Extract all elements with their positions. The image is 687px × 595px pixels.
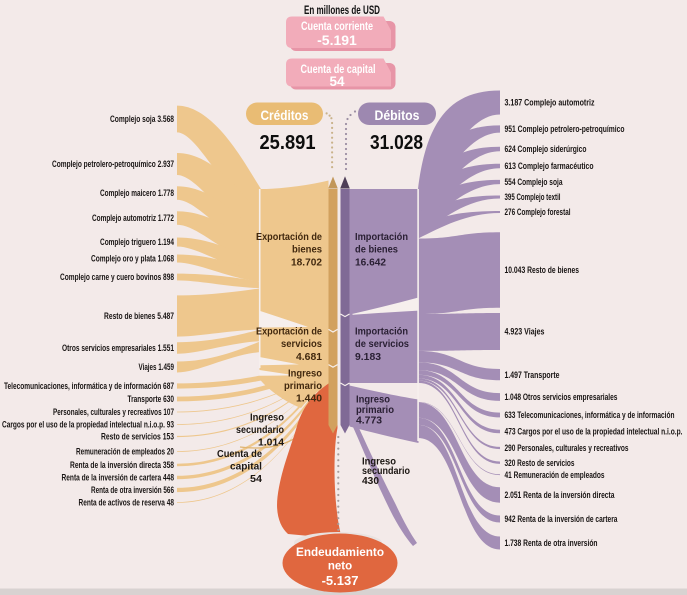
svg-text:Ingreso: Ingreso: [288, 369, 322, 380]
svg-text:25.891: 25.891: [260, 131, 316, 154]
svg-text:1.738 Renta de otra inversión: 1.738 Renta de otra inversión: [505, 538, 598, 548]
svg-text:Resto de servicios 153: Resto de servicios 153: [101, 432, 174, 442]
svg-text:neto: neto: [328, 561, 352, 573]
svg-text:de servicios: de servicios: [355, 339, 409, 350]
svg-text:Exportación de: Exportación de: [256, 327, 322, 338]
svg-text:En millones de USD: En millones de USD: [304, 3, 380, 17]
svg-text:16.642: 16.642: [355, 257, 386, 268]
svg-text:Complejo triguero 1.194: Complejo triguero 1.194: [100, 237, 174, 247]
svg-text:633 Telecomunicaciones, inform: 633 Telecomunicaciones, informática y de…: [505, 410, 675, 420]
svg-text:276 Complejo forestal: 276 Complejo forestal: [505, 207, 571, 217]
svg-text:554 Complejo soja: 554 Complejo soja: [505, 177, 564, 187]
svg-text:capital: capital: [230, 461, 262, 472]
svg-text:320 Resto de servicios: 320 Resto de servicios: [505, 458, 575, 468]
svg-text:1.497 Transporte: 1.497 Transporte: [505, 370, 560, 380]
svg-text:624 Complejo siderúrgico: 624 Complejo siderúrgico: [505, 144, 587, 154]
svg-text:Endeudamiento: Endeudamiento: [296, 547, 384, 559]
svg-text:41 Remuneración de empleados: 41 Remuneración de empleados: [505, 470, 605, 480]
svg-text:Importación: Importación: [355, 327, 408, 338]
svg-text:Renta de otra inversión 566: Renta de otra inversión 566: [91, 485, 174, 495]
svg-text:Cuenta corriente: Cuenta corriente: [301, 21, 373, 33]
svg-text:Complejo oro y plata 1.068: Complejo oro y plata 1.068: [91, 254, 174, 264]
svg-text:-5.191: -5.191: [317, 32, 357, 48]
svg-text:1.014: 1.014: [258, 438, 284, 449]
svg-text:395 Complejo textil: 395 Complejo textil: [505, 192, 561, 202]
svg-text:613 Complejo farmacéutico: 613 Complejo farmacéutico: [505, 161, 594, 171]
svg-text:Complejo petrolero-petroquímic: Complejo petrolero-petroquímico 2.937: [52, 159, 174, 169]
svg-text:primario: primario: [284, 381, 322, 392]
svg-text:Telecomunicaciones, informátic: Telecomunicaciones, informática y de inf…: [4, 381, 174, 391]
svg-text:de bienes: de bienes: [355, 245, 398, 256]
svg-text:Renta de la inversión directa: Renta de la inversión directa 358: [70, 460, 174, 470]
svg-text:Personales, culturales y recre: Personales, culturales y recreativos 107: [53, 407, 174, 417]
svg-text:Importación: Importación: [355, 232, 408, 243]
svg-text:3.187 Complejo automotriz: 3.187 Complejo automotriz: [505, 98, 595, 108]
svg-text:Débitos: Débitos: [375, 108, 420, 123]
svg-text:951 Complejo petrolero-petroqu: 951 Complejo petrolero-petroquímico: [505, 124, 625, 134]
svg-text:bienes: bienes: [292, 245, 322, 256]
svg-text:Cuenta de capital: Cuenta de capital: [301, 64, 376, 76]
svg-text:Otros servicios empresariales: Otros servicios empresariales 1.551: [62, 343, 174, 353]
svg-text:secundario: secundario: [236, 425, 284, 436]
svg-text:Ingreso: Ingreso: [362, 457, 396, 468]
svg-text:4.773: 4.773: [356, 416, 382, 427]
svg-text:Complejo carne y cuero bovinos: Complejo carne y cuero bovinos 898: [60, 272, 174, 282]
svg-text:Remuneración de empleados 20: Remuneración de empleados 20: [76, 447, 174, 457]
svg-text:942 Renta de la inversión de c: 942 Renta de la inversión de cartera: [505, 514, 619, 524]
svg-text:290 Personales, culturales y r: 290 Personales, culturales y recreativos: [505, 443, 629, 453]
svg-text:Complejo soja 3.568: Complejo soja 3.568: [110, 114, 174, 124]
svg-text:Cargos por el uso de la propie: Cargos por el uso de la propiedad intele…: [2, 420, 174, 430]
svg-text:Créditos: Créditos: [261, 108, 309, 123]
svg-text:18.702: 18.702: [291, 257, 322, 268]
svg-text:Renta de activos de reserva 48: Renta de activos de reserva 48: [79, 498, 175, 508]
svg-text:servicios: servicios: [281, 339, 322, 350]
svg-text:Complejo maicero 1.778: Complejo maicero 1.778: [100, 188, 174, 198]
svg-text:31.028: 31.028: [370, 131, 423, 154]
svg-text:4.681: 4.681: [296, 352, 322, 363]
svg-text:Exportación de: Exportación de: [256, 232, 322, 243]
svg-text:Complejo automotriz 1.772: Complejo automotriz 1.772: [92, 213, 174, 223]
svg-text:-5.137: -5.137: [322, 573, 359, 588]
svg-text:Ingreso: Ingreso: [250, 413, 284, 424]
svg-text:Cuenta de: Cuenta de: [217, 449, 262, 460]
svg-text:473 Cargos por el uso de la pr: 473 Cargos por el uso de la propiedad in…: [505, 427, 683, 437]
svg-text:Viajes 1.459: Viajes 1.459: [139, 362, 175, 372]
svg-text:primario: primario: [356, 405, 394, 416]
svg-text:secundario: secundario: [362, 466, 410, 477]
svg-text:Resto de bienes 5.487: Resto de bienes 5.487: [104, 311, 174, 321]
svg-text:Ingreso: Ingreso: [356, 395, 390, 406]
svg-text:9.183: 9.183: [355, 352, 381, 363]
svg-text:4.923 Viajes: 4.923 Viajes: [505, 327, 545, 337]
svg-text:10.043 Resto de bienes: 10.043 Resto de bienes: [505, 265, 580, 275]
svg-text:430: 430: [362, 476, 379, 487]
svg-text:54: 54: [250, 474, 262, 485]
svg-text:54: 54: [329, 74, 345, 89]
svg-text:Renta de la inversión de carte: Renta de la inversión de cartera 448: [62, 473, 175, 483]
svg-text:2.051 Renta de la inversión di: 2.051 Renta de la inversión directa: [505, 490, 616, 500]
svg-text:1.440: 1.440: [296, 394, 322, 405]
svg-text:Transporte 630: Transporte 630: [128, 394, 175, 404]
svg-text:1.048 Otros servicios empresar: 1.048 Otros servicios empresariales: [505, 392, 618, 402]
